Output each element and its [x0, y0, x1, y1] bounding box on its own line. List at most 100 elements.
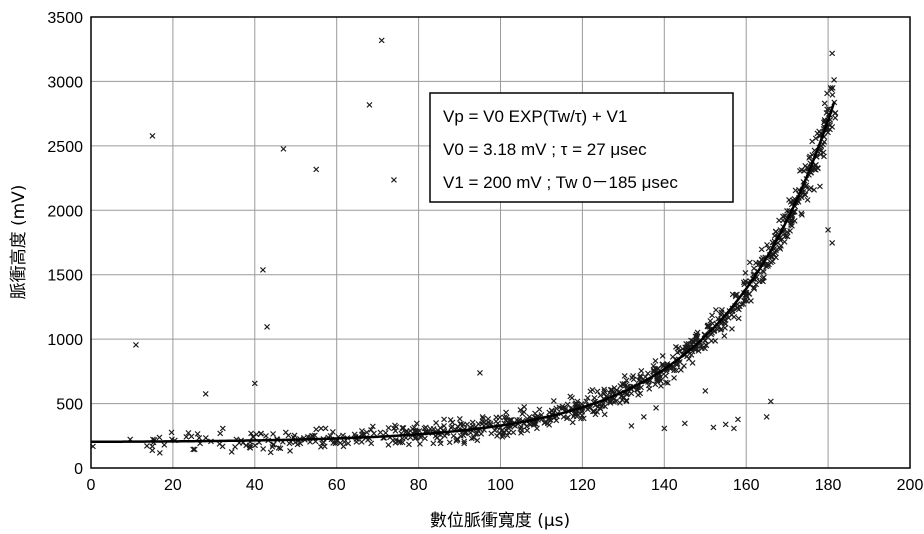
data-point: ×	[801, 190, 809, 201]
data-point: ×	[620, 379, 628, 390]
data-point: ×	[143, 441, 151, 452]
x-tick-label: 100	[487, 477, 514, 494]
data-point: ×	[707, 330, 715, 341]
data-point: ×	[569, 411, 577, 422]
data-point: ×	[804, 163, 812, 174]
data-point: ×	[466, 422, 474, 433]
data-point: ×	[269, 440, 277, 451]
data-point: ×	[755, 259, 763, 270]
data-point: ×	[540, 418, 548, 429]
data-point: ×	[531, 419, 539, 430]
data-point: ×	[340, 437, 348, 448]
data-point: ×	[721, 315, 729, 326]
data-point: ×	[687, 335, 695, 346]
data-point: ×	[487, 429, 495, 440]
data-point: ×	[518, 426, 526, 437]
data-point: ×	[826, 125, 834, 136]
data-point: ×	[624, 389, 632, 400]
data-point: ×	[745, 289, 753, 300]
data-point: ×	[710, 326, 718, 337]
data-point: ×	[525, 419, 533, 430]
data-point: ×	[155, 433, 163, 444]
data-point: ×	[291, 438, 299, 449]
data-point: ×	[758, 276, 766, 287]
data-point: ×	[814, 164, 822, 175]
data-point: ×	[545, 408, 553, 419]
data-point: ×	[573, 401, 581, 412]
data-point: ×	[249, 432, 257, 443]
data-point: ×	[623, 382, 631, 393]
data-point: ×	[717, 318, 725, 329]
data-point: ×	[772, 227, 780, 238]
data-point: ×	[541, 418, 549, 429]
data-point: ×	[688, 347, 696, 358]
data-point: ×	[616, 381, 624, 392]
data-point: ×	[693, 332, 701, 343]
data-point: ×	[263, 322, 271, 333]
data-point: ×	[522, 421, 530, 432]
data-point: ×	[814, 163, 822, 174]
data-point: ×	[742, 290, 750, 301]
data-point: ×	[823, 105, 831, 116]
data-point: ×	[783, 206, 791, 217]
data-point: ×	[252, 430, 260, 441]
data-point: ×	[454, 422, 462, 433]
data-point: ×	[439, 425, 447, 436]
data-point: ×	[742, 288, 750, 299]
data-point: ×	[601, 401, 609, 412]
data-point: ×	[461, 428, 469, 439]
data-point: ×	[786, 216, 794, 227]
y-tick-label: 2000	[47, 203, 83, 220]
data-point: ×	[415, 426, 423, 437]
data-point: ×	[669, 352, 677, 363]
data-point: ×	[666, 362, 674, 373]
data-point: ×	[459, 420, 467, 431]
data-point: ×	[216, 428, 224, 439]
data-point: ×	[499, 430, 507, 441]
y-tick-label: 3000	[47, 74, 83, 91]
data-point: ×	[600, 384, 608, 395]
data-point: ×	[474, 419, 482, 430]
data-point: ×	[763, 259, 771, 270]
data-point: ×	[312, 165, 320, 176]
data-point: ×	[578, 410, 586, 421]
data-point: ×	[513, 415, 521, 426]
data-point: ×	[776, 235, 784, 246]
data-point: ×	[723, 310, 731, 321]
data-point: ×	[740, 296, 748, 307]
data-point: ×	[820, 152, 828, 163]
data-point: ×	[267, 447, 275, 458]
data-point: ×	[807, 183, 815, 194]
data-point: ×	[478, 419, 486, 430]
data-point: ×	[743, 296, 751, 307]
data-point: ×	[801, 182, 809, 193]
data-point: ×	[655, 374, 663, 385]
data-point: ×	[276, 444, 284, 455]
data-point: ×	[675, 347, 683, 358]
data-point: ×	[742, 288, 750, 299]
data-point: ×	[758, 255, 766, 266]
data-point: ×	[578, 399, 586, 410]
data-point: ×	[618, 379, 626, 390]
data-point: ×	[312, 425, 320, 436]
data-point: ×	[651, 356, 659, 367]
data-point: ×	[823, 88, 831, 99]
data-point: ×	[352, 434, 360, 445]
data-point: ×	[370, 429, 378, 440]
data-point: ×	[596, 391, 604, 402]
data-point: ×	[369, 421, 377, 432]
data-point: ×	[148, 442, 156, 453]
data-point: ×	[535, 412, 543, 423]
data-point: ×	[600, 389, 608, 400]
legend-line-3: V1 = 200 mV ; Tw 0－185 μsec	[443, 173, 678, 192]
data-point: ×	[416, 439, 424, 450]
data-point: ×	[650, 367, 658, 378]
data-point: ×	[689, 337, 697, 348]
data-point: ×	[729, 289, 737, 300]
data-point: ×	[750, 269, 758, 280]
data-point: ×	[758, 244, 766, 255]
y-tick-label: 1000	[47, 332, 83, 349]
data-point: ×	[504, 423, 512, 434]
data-point: ×	[772, 253, 780, 264]
data-point: ×	[502, 421, 510, 432]
